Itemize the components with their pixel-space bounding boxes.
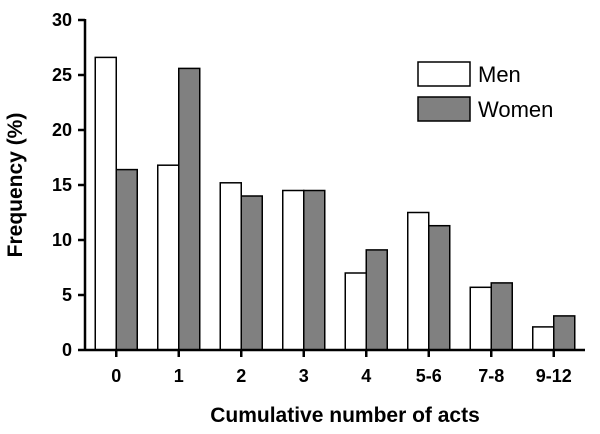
legend-label-men: Men [478, 62, 521, 87]
x-tick-label: 1 [174, 366, 184, 386]
legend-swatch-men [417, 61, 471, 87]
x-tick-label: 9-12 [536, 366, 572, 386]
x-tick-label: 4 [361, 366, 371, 386]
x-tick-label: 7-8 [478, 366, 504, 386]
y-tick-label: 25 [52, 65, 72, 85]
y-tick-label: 10 [52, 230, 72, 250]
x-tick-label: 0 [111, 366, 121, 386]
bar-women-2 [240, 195, 263, 351]
legend: Men Women [417, 61, 553, 122]
y-tick-label: 20 [52, 120, 72, 140]
bar-men-1 [157, 164, 180, 351]
x-axis-ticks: 0 1 2 3 4 5-6 7-8 9-12 [111, 350, 572, 386]
bar-men-9-12 [532, 326, 555, 351]
x-tick-label: 3 [299, 366, 309, 386]
legend-swatch-women [417, 96, 471, 122]
y-tick-label: 0 [62, 340, 72, 360]
bar-women-9-12 [553, 315, 576, 351]
y-tick-label: 15 [52, 175, 72, 195]
bar-men-4 [344, 272, 367, 351]
x-tick-label: 2 [236, 366, 246, 386]
bar-men-5-6 [407, 211, 430, 351]
bar-women-3 [303, 189, 326, 351]
bar-women-5-6 [428, 224, 451, 351]
legend-label-women: Women [478, 97, 553, 122]
y-tick-label: 5 [62, 285, 72, 305]
y-tick-label: 30 [52, 10, 72, 30]
bar-women-7-8 [490, 282, 513, 351]
bar-women-4 [365, 249, 388, 351]
y-axis-ticks: 0 5 10 15 20 25 30 [52, 10, 85, 360]
bar-men-3 [282, 189, 305, 351]
bar-women-0 [115, 168, 138, 351]
bar-women-1 [178, 67, 201, 351]
bar-men-7-8 [469, 286, 492, 351]
x-tick-label: 5-6 [416, 366, 442, 386]
x-axis-title: Cumulative number of acts [210, 404, 480, 427]
bar-men-0 [94, 56, 117, 351]
y-axis-title: Frequency (%) [4, 113, 27, 258]
bar-men-2 [219, 182, 242, 351]
